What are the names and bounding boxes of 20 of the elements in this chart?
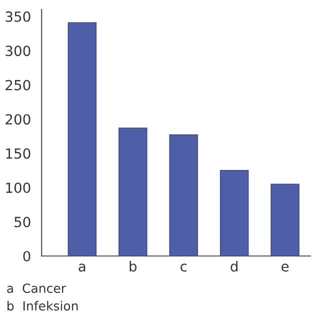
y-tick-label: 0 xyxy=(23,250,30,262)
x-tick-label: e xyxy=(282,264,289,272)
y-tick-label: 350 xyxy=(6,11,30,22)
text: a Cancer xyxy=(7,284,66,293)
x-tick-label: b xyxy=(130,260,137,272)
y-tick-label: 200 xyxy=(6,114,30,125)
y-tick-label: 250 xyxy=(6,80,30,90)
y-tick-label: 150 xyxy=(6,148,30,159)
y-tick-label: 50 xyxy=(14,216,30,228)
bar xyxy=(68,22,97,256)
bar xyxy=(270,184,300,256)
text: b Infeksion xyxy=(8,300,78,311)
x-tick-label: c xyxy=(180,264,187,272)
x-tick-label: d xyxy=(230,260,238,272)
y-tick-label: 100 xyxy=(6,182,30,194)
bar xyxy=(118,128,148,256)
bar xyxy=(169,134,198,256)
x-tick-label: a xyxy=(78,264,86,272)
bar xyxy=(220,170,249,256)
y-tick-label: 300 xyxy=(6,46,30,56)
